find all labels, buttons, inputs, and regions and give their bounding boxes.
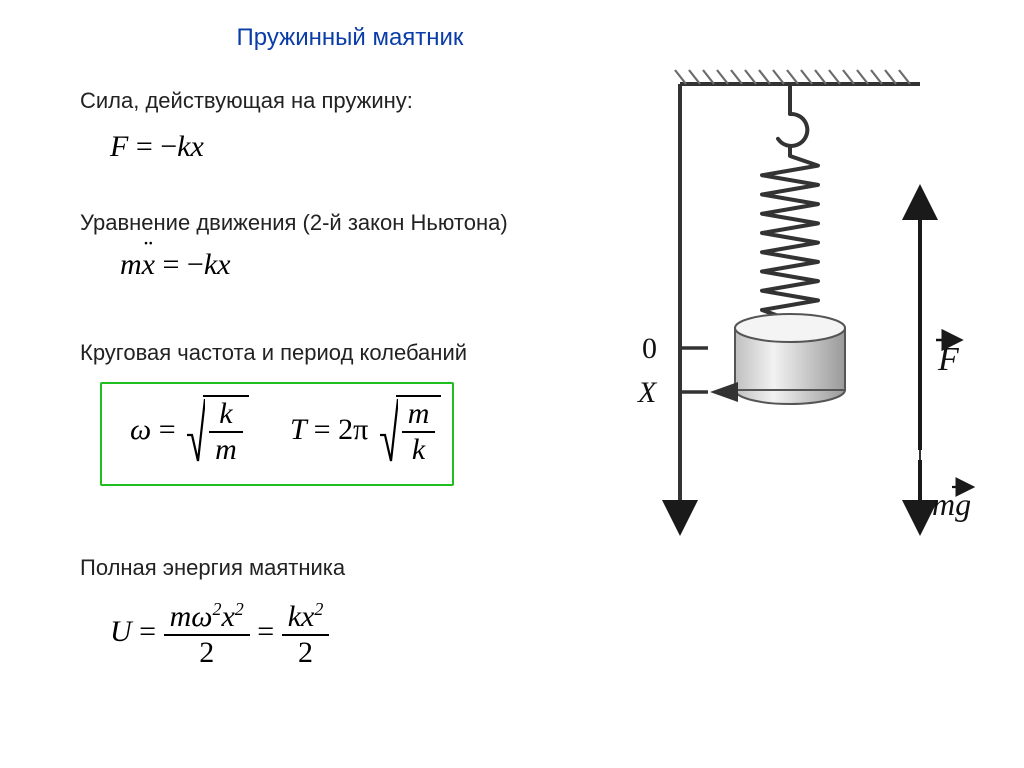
svg-text:X: X xyxy=(637,376,658,409)
sym-k: k xyxy=(288,600,301,633)
frac-term1: mω2x2 2 xyxy=(164,600,250,668)
section-motion-label: Уравнение движения (2-й закон Ньютона) xyxy=(80,210,508,236)
sym-omega: ω xyxy=(130,413,151,446)
sym-U: U xyxy=(110,615,132,648)
sym-m: m xyxy=(120,248,142,281)
section-energy-label: Полная энергия маятника xyxy=(80,555,345,581)
neg-sign: − xyxy=(187,248,204,281)
sym-k: k xyxy=(177,130,190,163)
frac-num: kx2 xyxy=(282,600,330,636)
sup-2: 2 xyxy=(314,599,323,619)
formula-omega: ω = k m xyxy=(130,395,249,465)
sym-k: k xyxy=(204,248,217,281)
formula-force-lhs: F xyxy=(110,130,128,163)
sqrt-wrap: m k xyxy=(376,395,442,465)
sym-x-ddot: x xyxy=(142,248,155,282)
formula-motion: mx = −kx xyxy=(120,248,231,282)
frac: m k xyxy=(402,399,436,465)
section-freq-period-label: Круговая частота и период колебаний xyxy=(80,340,467,366)
frac-num: k xyxy=(209,399,243,433)
sym-x: x xyxy=(217,248,230,281)
frac-den: k xyxy=(402,433,436,465)
eq-sign: = xyxy=(159,413,183,446)
sym-m: m xyxy=(170,600,192,633)
coef-2pi: 2π xyxy=(338,413,368,446)
svg-text:0: 0 xyxy=(642,332,657,365)
formula-force: F = −kx xyxy=(110,130,204,164)
frac-num: mω2x2 xyxy=(164,600,250,636)
frac-den: m xyxy=(209,433,243,465)
section-force-label: Сила, действующая на пружину: xyxy=(80,88,413,114)
formula-energy: U = mω2x2 2 = kx2 2 xyxy=(110,600,329,668)
sqrt-body: k m xyxy=(203,395,249,463)
sqrt-wrap: k m xyxy=(183,395,249,465)
sym-x: x xyxy=(301,600,314,633)
svg-text:F: F xyxy=(937,341,960,378)
frac: k m xyxy=(209,399,243,465)
sym-omega: ω xyxy=(191,600,212,633)
eq-sign: = xyxy=(314,413,338,446)
page-title: Пружинный маятник xyxy=(0,24,700,52)
sym-x: x xyxy=(221,600,234,633)
frac-den: 2 xyxy=(164,636,250,668)
svg-text:mg: mg xyxy=(932,486,971,522)
eq-sign: = xyxy=(163,248,187,281)
sym-x: x xyxy=(191,130,204,163)
sym-T: T xyxy=(290,413,306,446)
eq-sign: = xyxy=(136,130,160,163)
neg-sign: − xyxy=(160,130,177,163)
frac-term2: kx2 2 xyxy=(282,600,330,668)
sqrt-body: m k xyxy=(396,395,442,463)
frac-num: m xyxy=(402,399,436,433)
spring-pendulum-diagram: 0 X Fmg xyxy=(600,60,980,560)
diagram-svg: 0 X Fmg xyxy=(600,60,980,560)
eq-sign: = xyxy=(139,615,163,648)
sup-2: 2 xyxy=(235,599,244,619)
formula-period: T = 2π m k xyxy=(290,395,441,465)
eq-sign: = xyxy=(257,615,281,648)
frac-den: 2 xyxy=(282,636,330,668)
